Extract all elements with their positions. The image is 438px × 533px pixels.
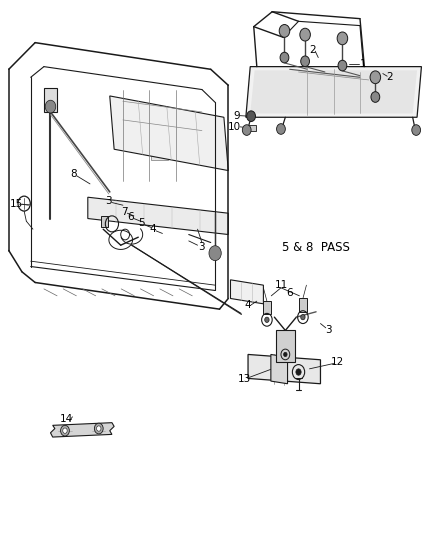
- Circle shape: [411, 125, 420, 135]
- Text: 5 & 8  PASS: 5 & 8 PASS: [282, 241, 349, 254]
- Text: 3: 3: [104, 196, 111, 206]
- Text: 10: 10: [227, 122, 240, 132]
- Text: 4: 4: [244, 300, 251, 310]
- Polygon shape: [88, 197, 228, 235]
- Text: 13: 13: [237, 375, 250, 384]
- Polygon shape: [50, 423, 114, 437]
- Circle shape: [299, 28, 310, 41]
- Text: 14: 14: [60, 415, 73, 424]
- Circle shape: [246, 111, 255, 122]
- Circle shape: [369, 71, 380, 84]
- Text: 11: 11: [274, 280, 287, 290]
- Circle shape: [60, 425, 69, 436]
- Text: 1: 1: [359, 59, 366, 69]
- Text: 3: 3: [324, 325, 331, 335]
- Text: 6: 6: [286, 288, 293, 298]
- Circle shape: [300, 56, 309, 67]
- Circle shape: [283, 352, 286, 357]
- Text: 4: 4: [149, 224, 156, 234]
- Circle shape: [336, 32, 347, 45]
- Circle shape: [337, 60, 346, 71]
- Circle shape: [279, 25, 289, 37]
- Circle shape: [63, 428, 67, 433]
- Circle shape: [264, 317, 268, 322]
- Text: 3: 3: [197, 242, 204, 252]
- Polygon shape: [247, 354, 320, 384]
- Polygon shape: [110, 96, 228, 171]
- Bar: [44, 88, 57, 112]
- Bar: [298, 298, 307, 312]
- Text: 2: 2: [308, 45, 315, 54]
- Polygon shape: [250, 70, 416, 114]
- Bar: [151, 128, 168, 160]
- Text: 7: 7: [120, 207, 127, 216]
- Bar: [275, 330, 294, 362]
- Text: 12: 12: [330, 358, 343, 367]
- Circle shape: [370, 92, 379, 102]
- Text: 6: 6: [127, 212, 134, 222]
- Text: 9: 9: [233, 111, 240, 120]
- Bar: [245, 125, 256, 131]
- Circle shape: [295, 369, 300, 375]
- Polygon shape: [230, 280, 263, 304]
- Circle shape: [300, 314, 304, 320]
- Polygon shape: [245, 67, 420, 117]
- Polygon shape: [270, 354, 287, 384]
- Bar: [262, 301, 271, 314]
- Circle shape: [94, 423, 103, 434]
- Text: 5: 5: [138, 219, 145, 228]
- Text: 8: 8: [70, 169, 77, 179]
- Circle shape: [279, 52, 288, 63]
- Circle shape: [45, 100, 56, 113]
- Circle shape: [242, 125, 251, 135]
- Bar: [101, 216, 107, 227]
- Text: 15: 15: [10, 199, 23, 209]
- Circle shape: [96, 426, 101, 431]
- Circle shape: [208, 246, 221, 261]
- Text: 2: 2: [385, 72, 392, 82]
- Circle shape: [276, 124, 285, 134]
